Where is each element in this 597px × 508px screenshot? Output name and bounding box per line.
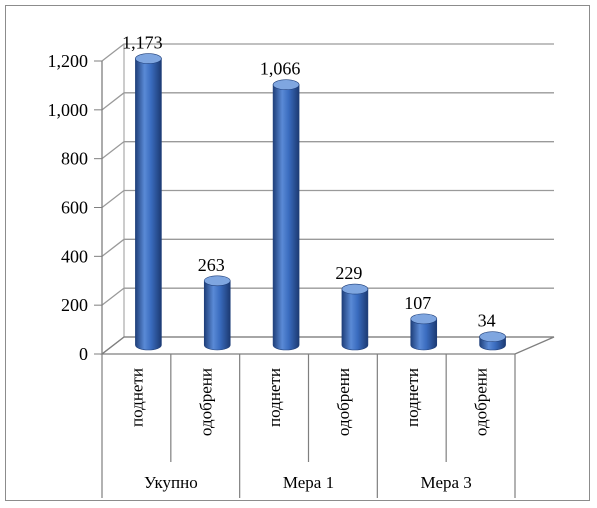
data-label: 107 xyxy=(404,293,431,313)
bar-top xyxy=(410,313,438,325)
y-tick-label: 800 xyxy=(61,149,88,169)
gridline xyxy=(101,238,554,257)
y-tick-label: 0 xyxy=(79,344,88,364)
group-label: Мера 3 xyxy=(421,473,472,492)
bar xyxy=(410,318,438,351)
bar xyxy=(203,280,231,351)
bar-top xyxy=(203,275,231,287)
data-label: 263 xyxy=(198,255,225,275)
gridline xyxy=(101,189,554,209)
y-tick-label: 1,200 xyxy=(48,51,89,71)
y-tick-label: 600 xyxy=(61,198,88,218)
category-label: поднети xyxy=(127,368,146,427)
bar-top xyxy=(479,331,506,342)
group-label: Укупно xyxy=(144,473,198,492)
gridline xyxy=(101,141,554,160)
y-tick-label: 200 xyxy=(61,295,88,315)
bar-top xyxy=(341,283,369,295)
data-label: 1,173 xyxy=(122,33,163,53)
gridline xyxy=(101,92,554,111)
gridline xyxy=(101,43,554,62)
category-label: одобрени xyxy=(196,368,215,436)
category-label: одобрени xyxy=(334,368,353,436)
bar xyxy=(272,84,300,351)
bar-top xyxy=(272,79,300,91)
data-label: 1,066 xyxy=(260,59,301,79)
group-label: Мера 1 xyxy=(283,473,334,492)
y-tick-label: 400 xyxy=(61,246,88,266)
category-label: поднети xyxy=(265,368,284,427)
data-label: 229 xyxy=(335,263,362,283)
bar xyxy=(135,58,162,351)
y-tick-label: 1,000 xyxy=(48,100,89,120)
bar xyxy=(341,288,369,351)
category-label: поднети xyxy=(403,368,422,427)
bar-top xyxy=(135,53,162,64)
category-label: одобрени xyxy=(472,368,491,436)
gridline xyxy=(101,287,554,306)
data-label: 34 xyxy=(478,311,496,331)
